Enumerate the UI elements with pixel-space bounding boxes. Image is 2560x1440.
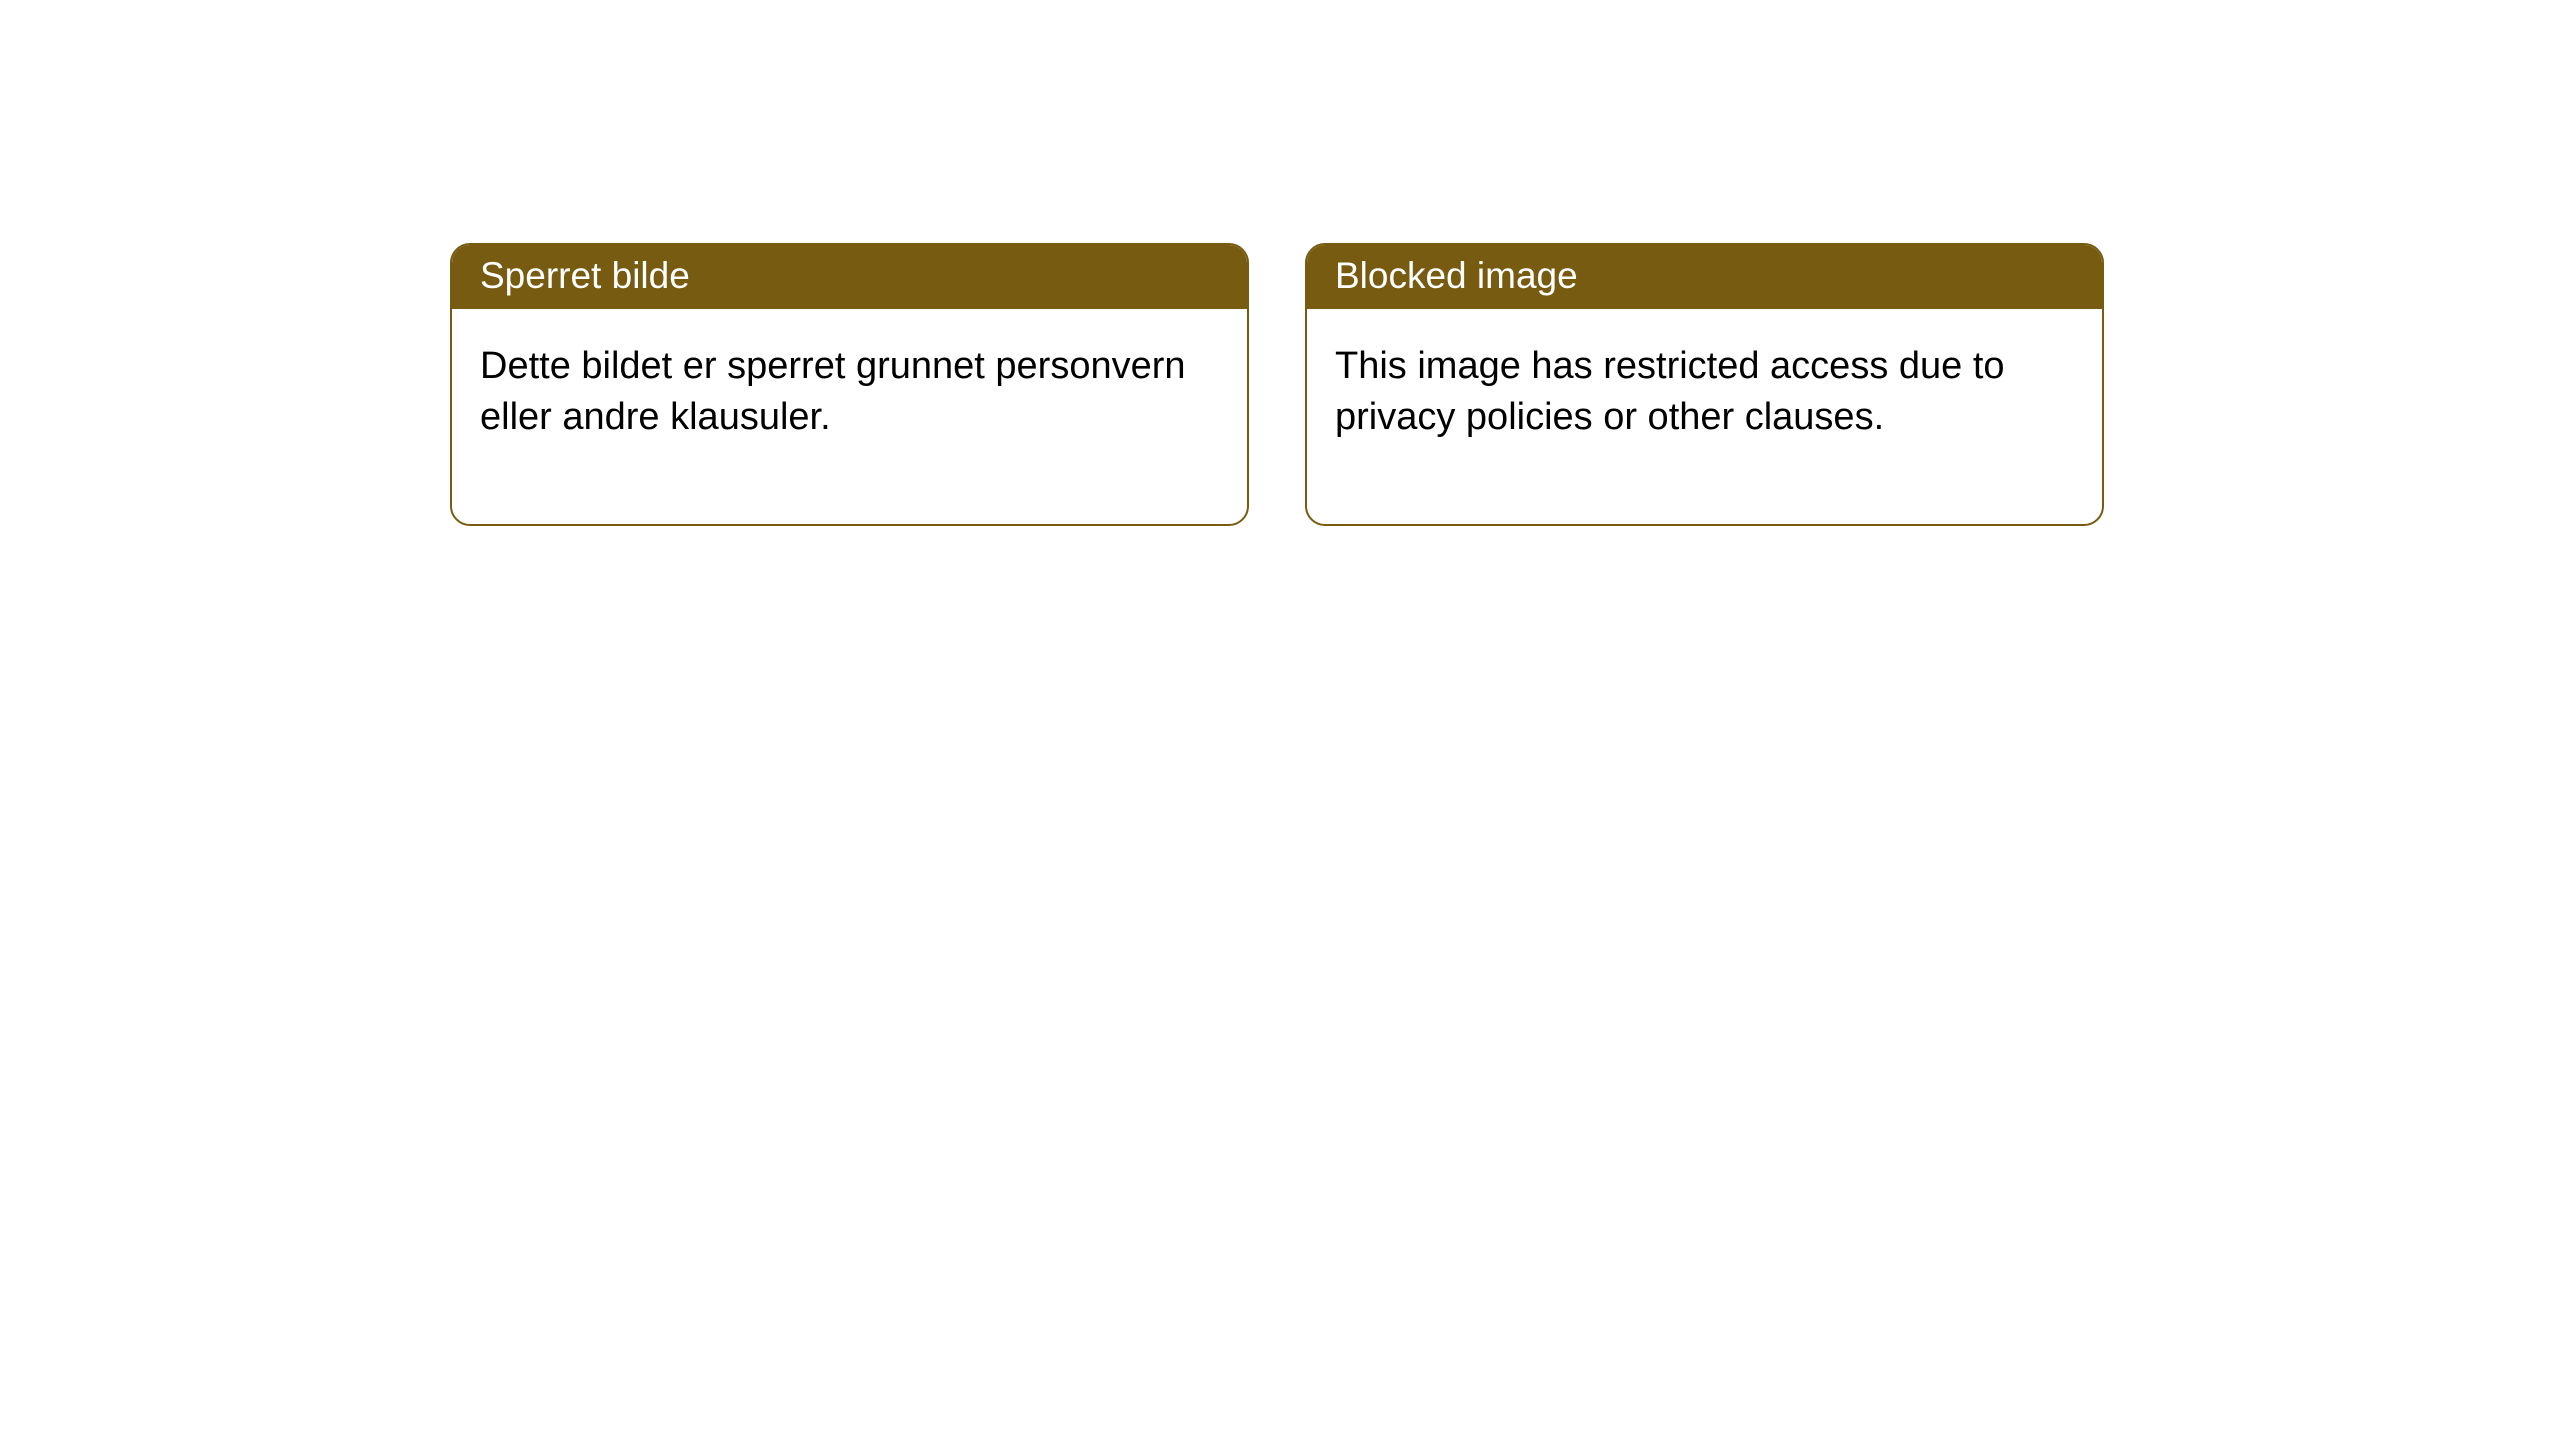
notice-body: Dette bildet er sperret grunnet personve… (452, 309, 1247, 524)
notice-card-english: Blocked image This image has restricted … (1305, 243, 2104, 526)
notice-body: This image has restricted access due to … (1307, 309, 2102, 524)
notice-header: Sperret bilde (452, 245, 1247, 309)
notice-card-norwegian: Sperret bilde Dette bildet er sperret gr… (450, 243, 1249, 526)
notice-container: Sperret bilde Dette bildet er sperret gr… (0, 0, 2560, 526)
notice-header: Blocked image (1307, 245, 2102, 309)
